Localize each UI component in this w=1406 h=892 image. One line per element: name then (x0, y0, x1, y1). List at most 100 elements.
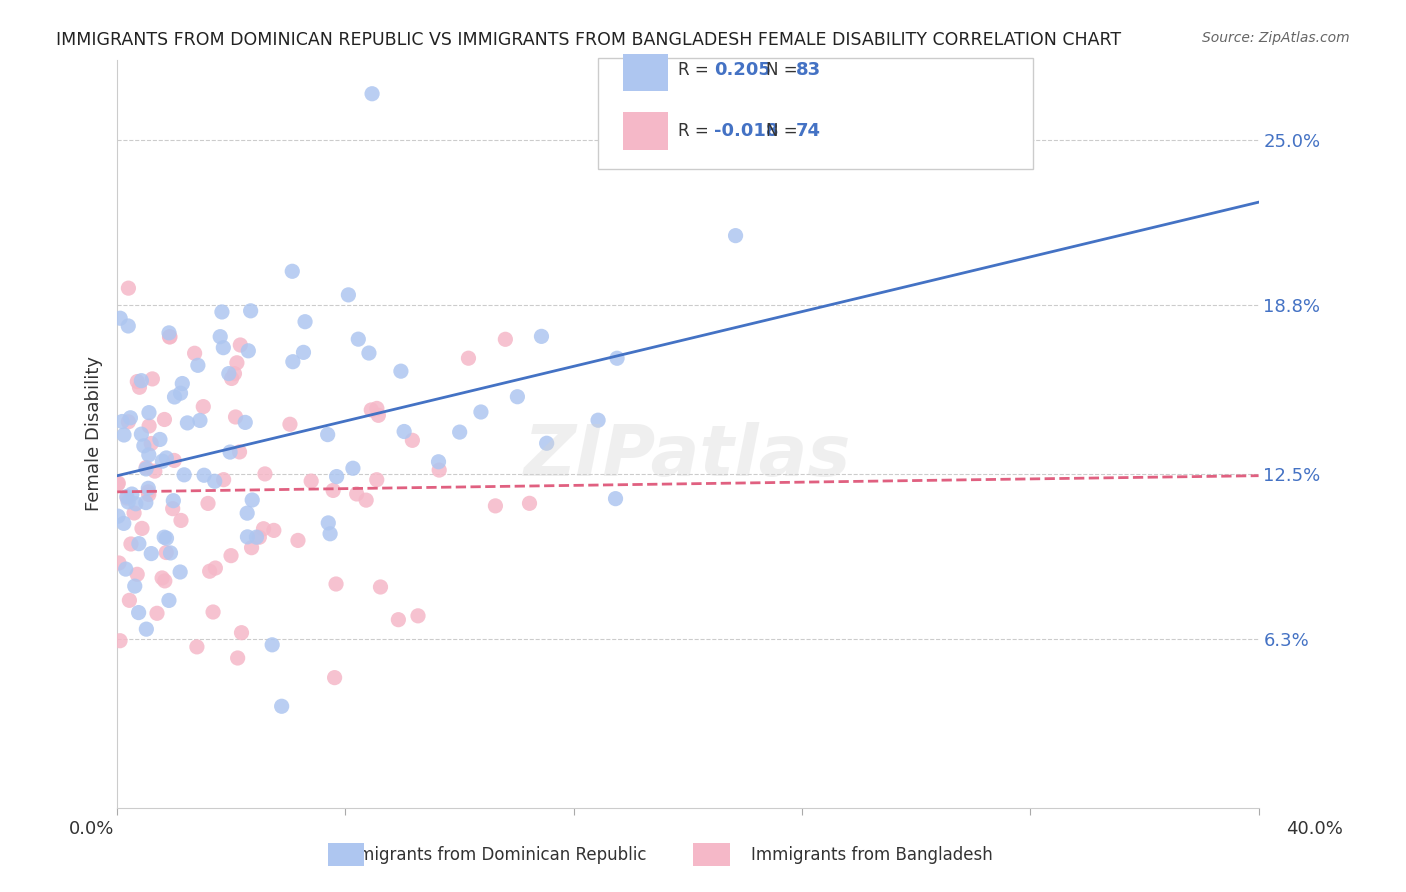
Immigrants from Bangladesh (163, 453, 186, 467)
Immigrants from Dominican Republic (128, 606, 150, 620)
Immigrants from Dominican Republic (392, 425, 415, 439)
Immigrants from Bangladesh (117, 281, 139, 295)
Immigrants from Dominican Republic (176, 416, 198, 430)
Immigrants from Bangladesh (108, 633, 131, 648)
Immigrants from Dominican Republic (121, 487, 143, 501)
Immigrants from Dominican Republic (470, 405, 492, 419)
Immigrants from Bangladesh (107, 476, 129, 491)
Immigrants from Dominican Republic (117, 318, 139, 333)
Immigrants from Bangladesh (138, 487, 160, 501)
Immigrants from Bangladesh (118, 593, 141, 607)
Immigrants from Bangladesh (136, 485, 159, 500)
Immigrants from Dominican Republic (357, 346, 380, 360)
Immigrants from Bangladesh (240, 541, 263, 555)
Immigrants from Bangladesh (354, 493, 377, 508)
Immigrants from Dominican Republic (342, 461, 364, 475)
Immigrants from Bangladesh (204, 561, 226, 575)
Immigrants from Bangladesh (197, 496, 219, 510)
Immigrants from Dominican Republic (135, 622, 157, 636)
Immigrants from Dominican Republic (193, 468, 215, 483)
Immigrants from Bangladesh (346, 487, 368, 501)
Text: N =: N = (766, 61, 803, 78)
Immigrants from Dominican Republic (124, 579, 146, 593)
Immigrants from Bangladesh (202, 605, 225, 619)
Immigrants from Dominican Republic (536, 436, 558, 450)
Text: 74: 74 (796, 122, 821, 140)
Immigrants from Dominican Republic (316, 516, 339, 530)
Immigrants from Bangladesh (193, 400, 215, 414)
Text: Immigrants from Dominican Republic: Immigrants from Dominican Republic (337, 846, 647, 863)
Immigrants from Dominican Republic (131, 427, 153, 442)
Immigrants from Bangladesh (519, 496, 541, 510)
Immigrants from Bangladesh (141, 372, 163, 386)
Text: -0.018: -0.018 (714, 122, 779, 140)
Immigrants from Dominican Republic (111, 415, 134, 429)
Immigrants from Bangladesh (146, 607, 169, 621)
Immigrants from Dominican Republic (187, 359, 209, 373)
Immigrants from Bangladesh (138, 419, 160, 434)
Immigrants from Dominican Republic (169, 565, 191, 579)
Immigrants from Bangladesh (226, 651, 249, 665)
Immigrants from Dominican Republic (132, 439, 155, 453)
Immigrants from Dominican Republic (212, 341, 235, 355)
Immigrants from Dominican Republic (204, 475, 226, 489)
Immigrants from Bangladesh (155, 545, 177, 559)
Immigrants from Dominican Republic (188, 413, 211, 427)
Immigrants from Bangladesh (183, 346, 205, 360)
Text: IMMIGRANTS FROM DOMINICAN REPUBLIC VS IMMIGRANTS FROM BANGLADESH FEMALE DISABILI: IMMIGRANTS FROM DOMINICAN REPUBLIC VS IM… (56, 31, 1122, 49)
Immigrants from Bangladesh (128, 380, 150, 394)
Immigrants from Dominican Republic (270, 699, 292, 714)
Immigrants from Dominican Republic (112, 428, 135, 442)
Immigrants from Dominican Republic (606, 351, 628, 366)
Immigrants from Dominican Republic (219, 445, 242, 459)
Immigrants from Bangladesh (221, 371, 243, 385)
Text: ZIPatlas: ZIPatlas (524, 422, 852, 491)
Immigrants from Bangladesh (457, 351, 479, 366)
Immigrants from Bangladesh (159, 330, 181, 344)
Immigrants from Dominican Republic (506, 390, 529, 404)
Immigrants from Dominican Republic (136, 481, 159, 495)
Immigrants from Dominican Republic (155, 531, 177, 545)
Immigrants from Dominican Republic (163, 390, 186, 404)
Immigrants from Bangladesh (370, 580, 392, 594)
Immigrants from Bangladesh (162, 501, 184, 516)
Immigrants from Bangladesh (131, 521, 153, 535)
Immigrants from Bangladesh (115, 491, 138, 505)
Immigrants from Bangladesh (122, 506, 145, 520)
Immigrants from Bangladesh (229, 338, 252, 352)
Immigrants from Bangladesh (143, 464, 166, 478)
Immigrants from Dominican Republic (281, 355, 304, 369)
Immigrants from Bangladesh (153, 412, 176, 426)
Immigrants from Bangladesh (212, 473, 235, 487)
Immigrants from Dominican Republic (245, 530, 267, 544)
Immigrants from Bangladesh (219, 549, 242, 563)
Immigrants from Dominican Republic (172, 376, 194, 391)
Immigrants from Bangladesh (127, 375, 149, 389)
Immigrants from Bangladesh (225, 356, 247, 370)
Immigrants from Bangladesh (367, 409, 389, 423)
Immigrants from Bangladesh (108, 556, 131, 570)
Immigrants from Dominican Republic (138, 448, 160, 462)
Immigrants from Dominican Republic (530, 329, 553, 343)
Immigrants from Bangladesh (231, 625, 253, 640)
Immigrants from Bangladesh (366, 401, 388, 416)
Immigrants from Bangladesh (159, 330, 181, 344)
Immigrants from Dominican Republic (389, 364, 412, 378)
Immigrants from Bangladesh (198, 564, 221, 578)
Immigrants from Bangladesh (427, 463, 450, 477)
Immigrants from Bangladesh (253, 467, 276, 481)
Immigrants from Bangladesh (387, 613, 409, 627)
Immigrants from Dominican Republic (135, 462, 157, 476)
Immigrants from Dominican Republic (135, 495, 157, 509)
Immigrants from Bangladesh (325, 577, 347, 591)
Immigrants from Dominican Republic (131, 374, 153, 388)
Immigrants from Bangladesh (278, 417, 301, 432)
Immigrants from Bangladesh (224, 367, 246, 381)
Immigrants from Bangladesh (323, 671, 346, 685)
Immigrants from Dominican Republic (325, 469, 347, 483)
Immigrants from Dominican Republic (233, 416, 256, 430)
Immigrants from Dominican Republic (281, 264, 304, 278)
Immigrants from Dominican Republic (292, 345, 315, 359)
Text: R =: R = (678, 61, 714, 78)
Immigrants from Dominican Republic (157, 593, 180, 607)
